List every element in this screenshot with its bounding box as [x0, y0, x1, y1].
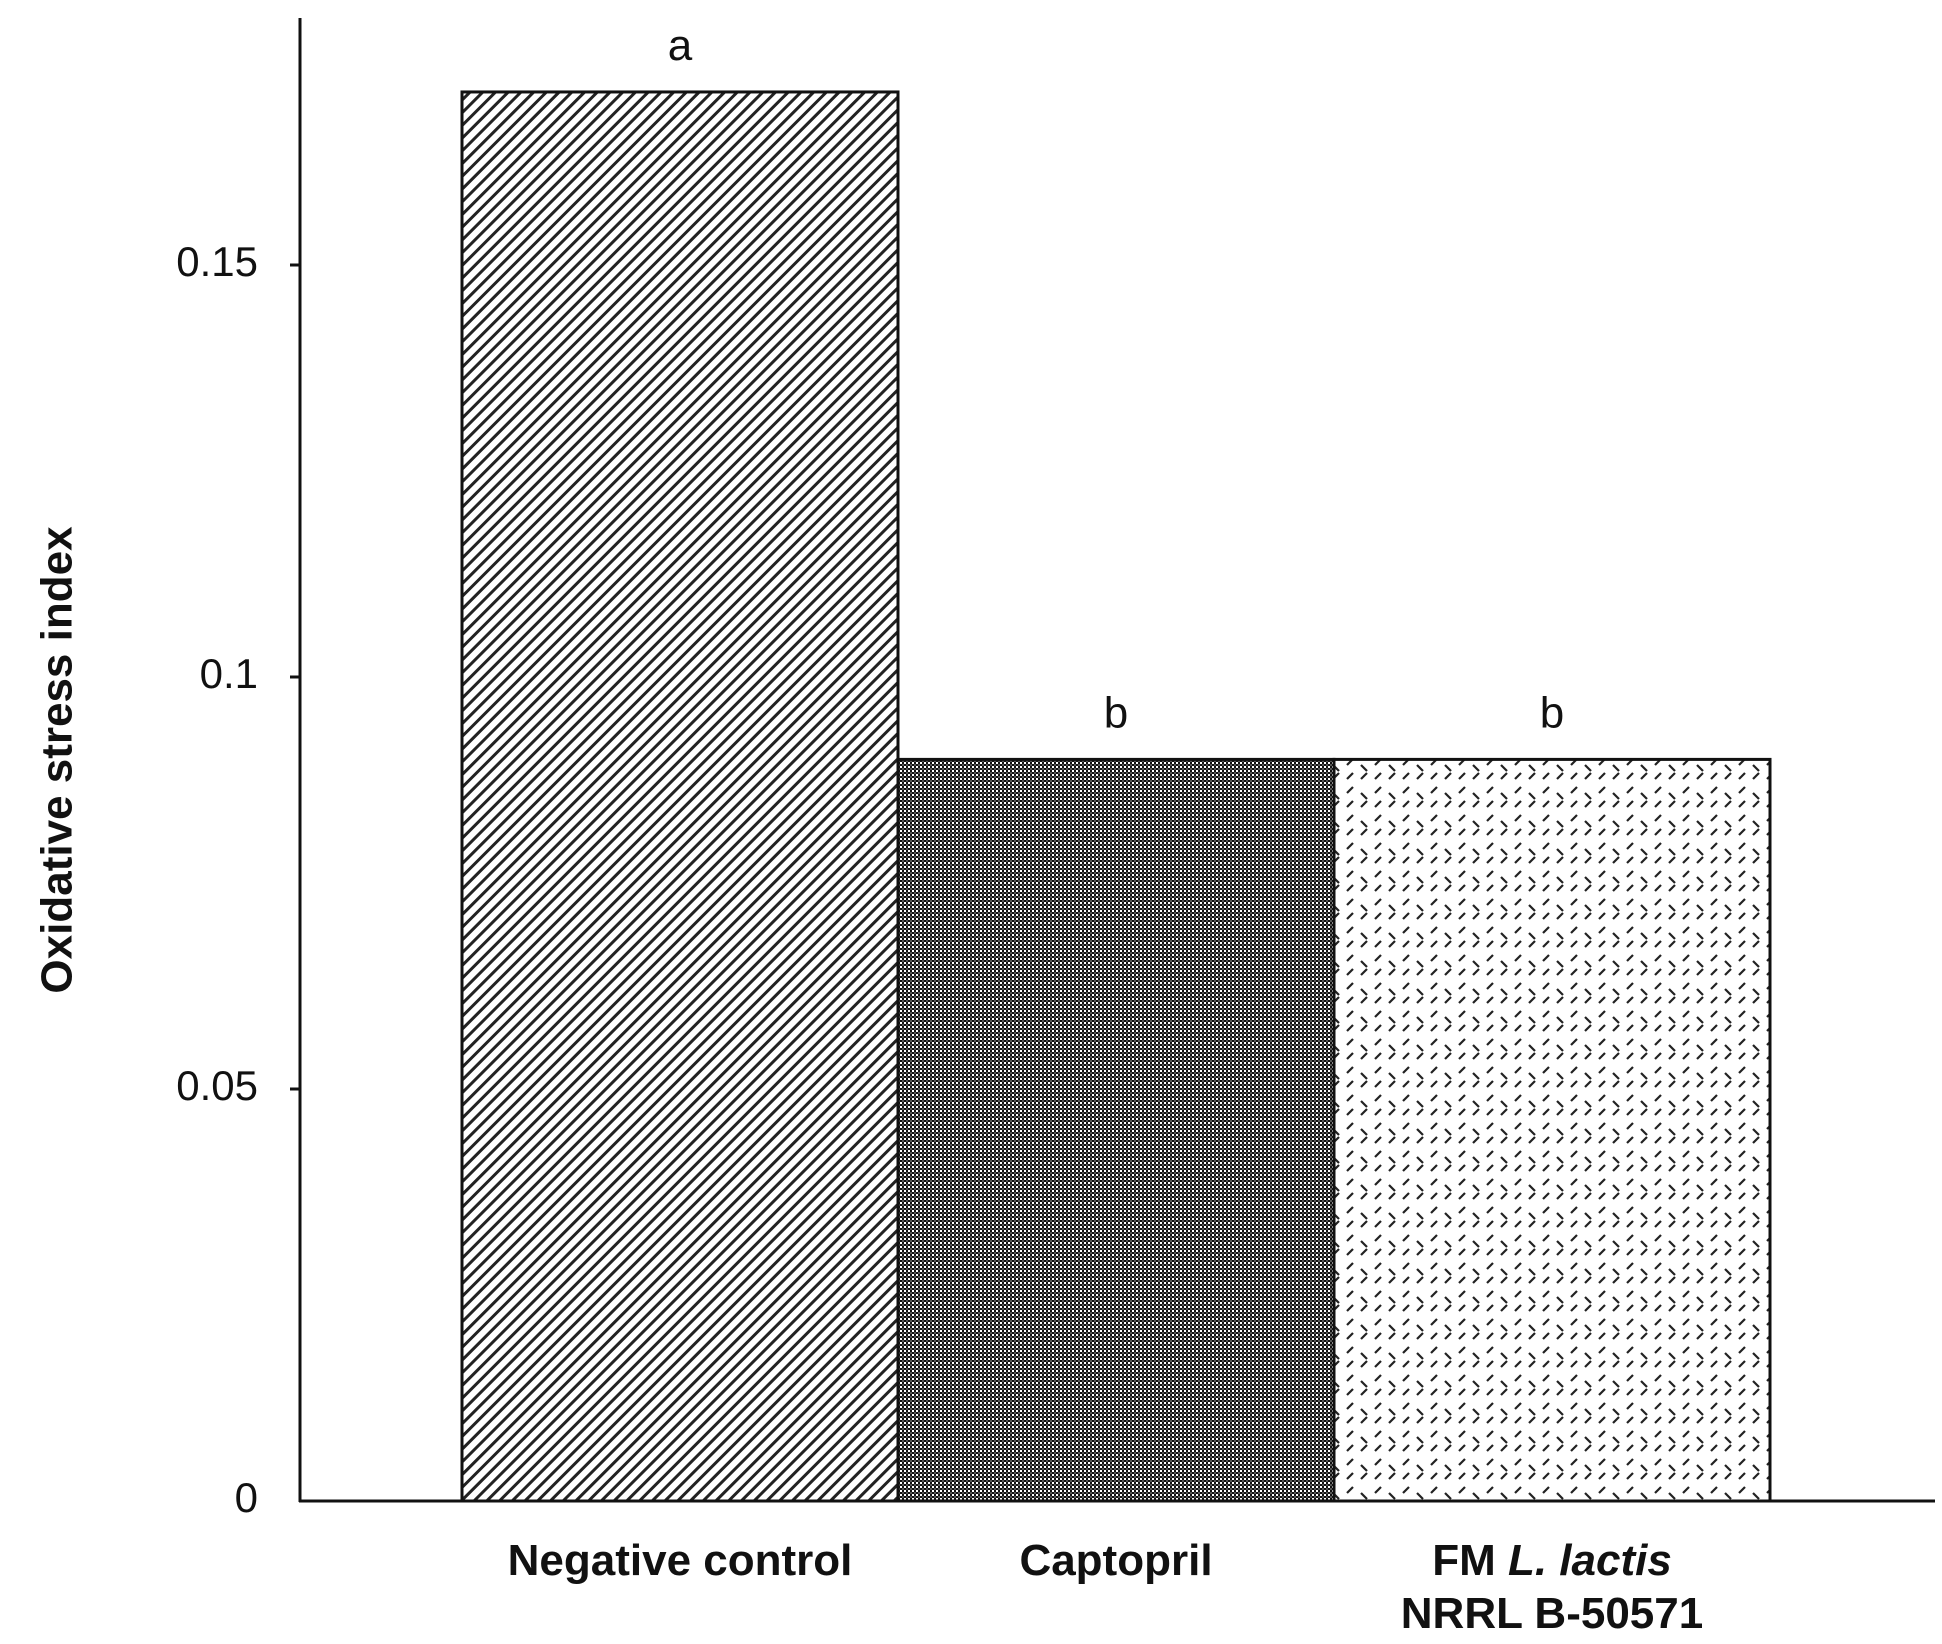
category-label-line2: NRRL B-50571 — [1401, 1589, 1703, 1638]
category-labels: Negative control Captopril FM L. lactisNRR… — [508, 1536, 1704, 1638]
y-tick-label: 0 — [235, 1474, 258, 1521]
category-label: FM L. lactis — [1432, 1536, 1672, 1585]
bar — [896, 757, 1336, 1503]
significance-letter: b — [1540, 688, 1564, 737]
bars-layer — [460, 90, 1772, 1503]
category-label-part: Negative control — [508, 1536, 853, 1585]
y-tick-label: 0.05 — [176, 1062, 258, 1109]
y-axis-ticks: 0 0.05 0.1 0.15 — [176, 238, 300, 1521]
category-label: Captopril — [1019, 1536, 1212, 1585]
category-label-part: Captopril — [1019, 1536, 1212, 1585]
significance-letters: a b b — [668, 21, 1564, 737]
y-axis-title: Oxidative stress index — [33, 526, 82, 994]
y-tick-label: 0.1 — [200, 650, 258, 697]
bar — [1332, 757, 1772, 1503]
category-label-part: FM — [1432, 1536, 1508, 1585]
significance-letter: a — [668, 21, 693, 70]
category-label-part: L. lactis — [1508, 1536, 1672, 1585]
category-label: Negative control — [508, 1536, 853, 1585]
y-tick-label: 0.15 — [176, 238, 258, 285]
significance-letter: b — [1104, 688, 1128, 737]
bar — [460, 90, 900, 1503]
